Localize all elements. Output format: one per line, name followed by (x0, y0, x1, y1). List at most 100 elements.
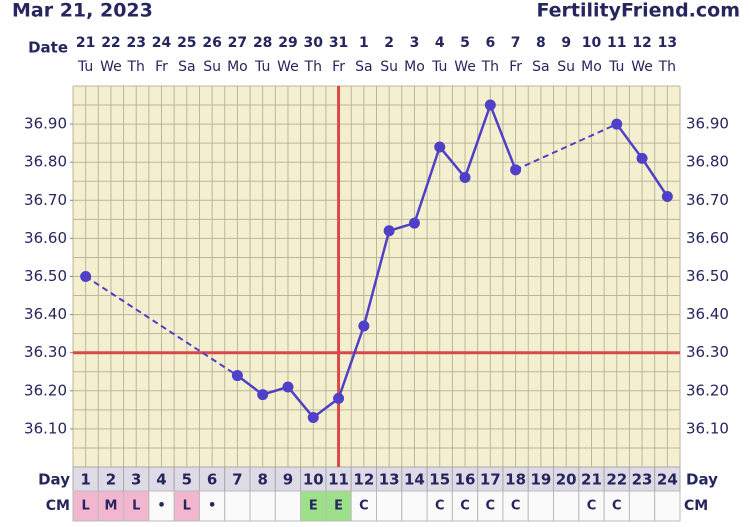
cm-cell (224, 490, 251, 522)
day-cell (553, 466, 580, 492)
cm-cell (451, 490, 479, 522)
temperature-point (383, 225, 395, 237)
y-tick-label-right: 36.70 (686, 191, 729, 209)
weekday-label: We (277, 59, 299, 75)
day-number: 16 (455, 471, 476, 489)
cm-cell (249, 490, 276, 522)
day-label-right: Day (686, 471, 718, 489)
cm-cell (274, 490, 302, 522)
day-number: 22 (606, 471, 627, 489)
weekday-label: Sa (532, 59, 549, 75)
day-number: 2 (106, 471, 116, 489)
weekday-label: Th (658, 59, 676, 75)
y-tick-label: 36.10 (24, 419, 67, 437)
temperature-point (307, 411, 319, 423)
cm-cell (325, 490, 352, 522)
date-label: 7 (511, 35, 521, 51)
date-label: 10 (582, 35, 602, 51)
weekday-label: Th (304, 59, 322, 75)
temperature-point (408, 217, 420, 229)
temperature-point (80, 271, 92, 282)
cm-cell (123, 490, 150, 522)
cm-cell (553, 490, 580, 522)
y-tick-label-right: 36.90 (686, 115, 729, 133)
weekday-label: Su (380, 59, 398, 75)
day-number: 20 (556, 471, 577, 489)
date-label: 31 (329, 35, 348, 51)
cm-value: C (435, 499, 445, 514)
cm-value: • (208, 499, 216, 514)
day-number: 11 (328, 471, 349, 489)
weekday-label: We (631, 59, 653, 75)
date-label: 29 (278, 35, 297, 51)
date-label: 12 (632, 35, 651, 51)
cm-cell (578, 490, 605, 522)
date-label: 13 (658, 35, 677, 51)
day-cell (451, 466, 479, 492)
weekday-label: We (454, 59, 476, 75)
cm-cell (97, 490, 125, 522)
weekday-label: Sa (355, 59, 372, 75)
cm-cell (477, 490, 504, 522)
weekday-label: Mo (581, 59, 602, 75)
temperature-point (636, 152, 648, 164)
cm-value: L (81, 499, 89, 514)
day-label: Day (38, 471, 70, 489)
day-number: 8 (257, 471, 267, 489)
date-label: 2 (384, 35, 394, 51)
date-label: 23 (126, 35, 145, 51)
gap-connector (515, 123, 618, 171)
y-tick-label-right: 36.40 (686, 305, 729, 323)
day-cell (173, 466, 200, 492)
temperature-point (484, 99, 496, 111)
date-label: 27 (228, 35, 247, 51)
weekday-label: Tu (77, 59, 93, 75)
date-label: 28 (253, 35, 272, 51)
cm-cell (376, 490, 403, 522)
date-label: 21 (76, 35, 95, 51)
temperature-point (282, 381, 294, 393)
cm-cell (300, 490, 327, 522)
cm-value: E (334, 499, 343, 514)
weekday-label: Mo (227, 59, 248, 75)
y-tick-label-right: 36.80 (686, 153, 729, 171)
cm-cell (603, 490, 630, 522)
cm-value: C (587, 499, 597, 514)
y-tick-label-right: 36.20 (686, 381, 729, 399)
date-label: 24 (152, 35, 172, 51)
day-cell (401, 466, 428, 492)
temperature-point (459, 171, 471, 183)
weekday-label: Mo (404, 59, 425, 75)
date-label: 5 (460, 35, 470, 51)
weekday-label: Fr (155, 59, 168, 75)
date-label: 9 (561, 35, 571, 51)
cm-value: • (157, 499, 165, 514)
date-label: Date (28, 39, 68, 57)
weekday-label: Su (557, 59, 575, 75)
cm-cell (426, 490, 453, 522)
day-number: 14 (404, 471, 425, 489)
date-label: 6 (485, 35, 495, 51)
date-label: 8 (536, 35, 546, 51)
date-label: 30 (304, 35, 324, 51)
day-number: 19 (530, 471, 551, 489)
day-number: 15 (429, 471, 450, 489)
gap-connector (85, 275, 238, 377)
temperature-point (358, 320, 370, 332)
day-number: 18 (505, 471, 526, 489)
cm-value: L (183, 499, 191, 514)
weekday-label: Sa (178, 59, 195, 75)
weekday-label: Th (481, 59, 499, 75)
temperature-point (611, 118, 623, 130)
day-number: 9 (283, 471, 293, 489)
day-number: 10 (303, 471, 324, 489)
y-tick-label-right: 36.30 (686, 343, 729, 361)
cm-cell (173, 490, 200, 522)
day-number: 12 (353, 471, 374, 489)
cm-value: C (612, 499, 622, 514)
date-label: 1 (359, 35, 369, 51)
day-number: 23 (632, 471, 653, 489)
weekday-label: Th (127, 59, 145, 75)
cm-label-right: CM (684, 498, 708, 514)
